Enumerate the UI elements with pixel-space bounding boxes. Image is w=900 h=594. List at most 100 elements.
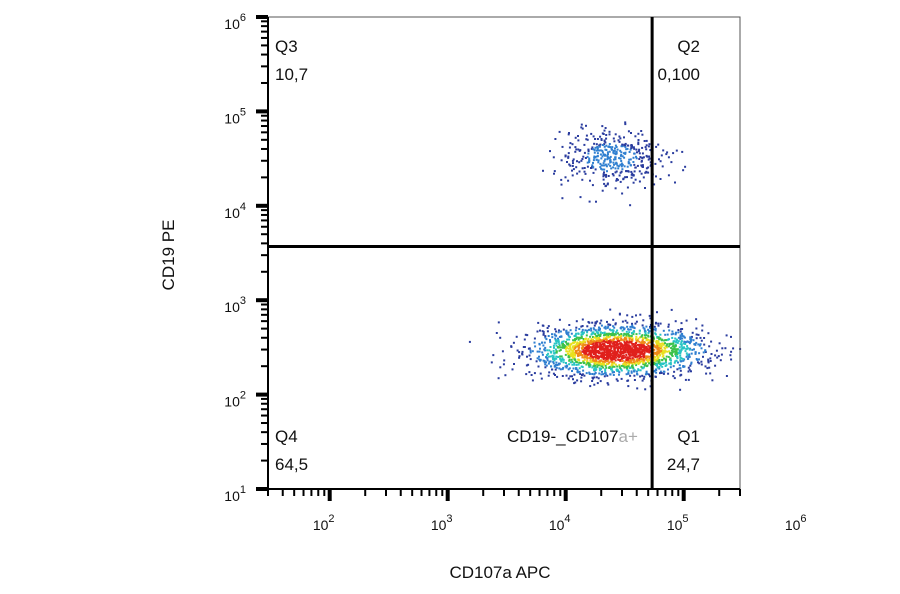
- event-dot: [625, 347, 628, 350]
- event-dot: [566, 161, 568, 163]
- event-dot: [610, 329, 613, 332]
- event-dot: [499, 366, 502, 369]
- event-dot: [560, 360, 563, 363]
- event-dot: [615, 356, 617, 359]
- event-dot: [518, 356, 521, 359]
- event-dot: [610, 364, 613, 367]
- event-dot: [621, 143, 624, 146]
- event-dot: [564, 347, 567, 350]
- event-dot: [608, 143, 611, 145]
- event-dot: [546, 357, 549, 360]
- event-dot: [632, 333, 635, 336]
- event-dot: [639, 313, 642, 316]
- event-dot: [653, 337, 655, 340]
- event-dot: [611, 146, 614, 149]
- event-dot: [620, 368, 623, 371]
- x-tick-label: 102: [313, 513, 335, 533]
- event-dot: [624, 152, 627, 155]
- event-dot: [618, 174, 621, 177]
- event-dot: [638, 148, 641, 151]
- event-dot: [679, 352, 682, 355]
- event-dot: [612, 329, 615, 332]
- event-dot: [567, 179, 570, 182]
- event-dot: [663, 370, 666, 373]
- event-dot: [648, 358, 651, 361]
- event-dot: [550, 365, 553, 368]
- event-dot: [637, 337, 640, 340]
- y-tick-label: 106: [224, 12, 246, 32]
- event-dot: [593, 156, 596, 159]
- event-dot: [544, 363, 547, 366]
- event-dot: [542, 359, 545, 362]
- event-dot: [605, 134, 608, 136]
- event-dot: [600, 352, 603, 355]
- event-dot: [620, 338, 623, 341]
- event-dot: [710, 353, 713, 355]
- event-dot: [586, 325, 589, 328]
- event-dot: [538, 350, 541, 353]
- event-dot: [561, 343, 564, 346]
- event-dot: [555, 330, 558, 333]
- event-dot: [585, 134, 588, 137]
- event-dot: [620, 151, 623, 154]
- event-dot: [592, 171, 595, 174]
- event-dot: [611, 354, 614, 357]
- event-dots: [468, 121, 742, 391]
- event-dot: [661, 165, 664, 168]
- event-dot: [657, 324, 660, 327]
- event-dot: [613, 158, 615, 161]
- y-axis-label: CD19 PE: [159, 220, 178, 291]
- event-dot: [633, 147, 636, 150]
- event-dot: [611, 365, 614, 368]
- event-dot: [625, 365, 628, 368]
- event-dot: [531, 379, 534, 382]
- event-dot: [661, 355, 664, 358]
- event-dot: [700, 363, 703, 366]
- event-dot: [524, 333, 527, 336]
- event-dot: [621, 145, 624, 148]
- q1-value: 24,7: [667, 455, 700, 474]
- event-dot: [606, 155, 609, 158]
- event-dot: [717, 355, 720, 358]
- event-dot: [595, 338, 598, 341]
- event-dot: [590, 346, 593, 349]
- event-dot: [497, 377, 500, 380]
- event-dot: [573, 335, 576, 337]
- event-dot: [636, 349, 639, 352]
- event-dot: [614, 167, 617, 170]
- event-dot: [605, 341, 608, 344]
- event-dot: [603, 344, 606, 347]
- event-dot: [674, 320, 677, 323]
- event-dot: [560, 183, 563, 186]
- event-dot: [555, 355, 558, 358]
- event-dot: [615, 331, 618, 334]
- event-dot: [630, 336, 633, 339]
- event-dot: [701, 329, 704, 332]
- event-dot: [619, 367, 622, 369]
- tick-base: 10: [224, 110, 240, 126]
- event-dot: [565, 350, 568, 353]
- event-dot: [593, 142, 596, 145]
- event-dot: [585, 372, 588, 375]
- event-dot: [623, 143, 626, 146]
- event-dot: [574, 337, 577, 340]
- event-dot: [604, 158, 607, 161]
- event-dot: [678, 349, 681, 352]
- event-dot: [687, 366, 690, 369]
- event-dot: [595, 360, 598, 362]
- event-dot: [576, 349, 579, 352]
- event-dot: [616, 164, 619, 167]
- event-dot: [636, 358, 639, 361]
- event-dot: [663, 351, 666, 354]
- event-dot: [592, 159, 595, 162]
- event-dot: [604, 345, 607, 348]
- x-tick-label: 103: [431, 513, 453, 533]
- event-dot: [630, 325, 633, 328]
- event-dot: [618, 346, 621, 349]
- event-dot: [657, 322, 660, 325]
- event-dot: [619, 180, 622, 183]
- event-dot: [599, 355, 602, 358]
- event-dot: [599, 322, 602, 325]
- event-dot: [578, 328, 581, 330]
- event-dot: [562, 328, 565, 331]
